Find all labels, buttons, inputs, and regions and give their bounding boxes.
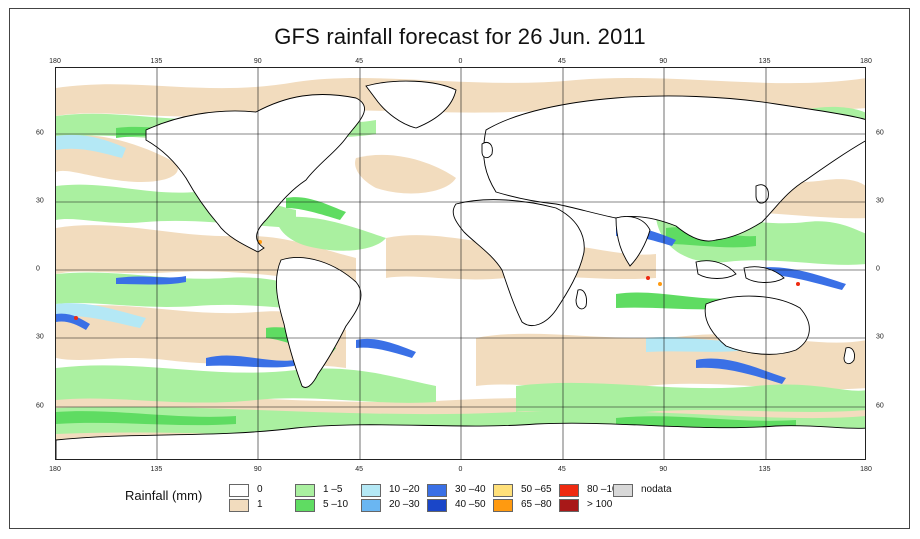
- legend-swatch: [559, 499, 579, 512]
- x-top-tick-label: 90: [253, 58, 262, 65]
- x-bottom-tick-label: 180: [860, 466, 872, 473]
- legend-swatch: [295, 484, 315, 497]
- x-top-tick-label: 135: [150, 58, 163, 65]
- legend-label: 30 –40: [455, 484, 486, 495]
- legend-label: 5 –10: [323, 499, 349, 510]
- x-bottom-tick-label: 180: [49, 466, 61, 473]
- y-left-tick-label: 30: [36, 333, 44, 341]
- x-top-tick-label: 0: [458, 58, 463, 65]
- legend-swatch: [361, 499, 381, 512]
- x-bottom-tick-label: 45: [557, 466, 566, 473]
- rainfall-map: [55, 67, 866, 460]
- y-left-tick-label: 60: [36, 129, 44, 137]
- map-canvas: [56, 68, 865, 459]
- figure-frame: [9, 8, 910, 529]
- x-bottom-tick-label: 90: [253, 466, 262, 473]
- y-right-tick-label: 60: [876, 402, 884, 410]
- x-bottom-tick-label: 0: [458, 466, 463, 473]
- legend-label: 1: [257, 499, 263, 510]
- legend-swatch: [427, 484, 447, 497]
- x-top-tick-label: 45: [557, 58, 566, 65]
- legend-label: 50 –65: [521, 484, 552, 495]
- x-top-tick-label: 45: [355, 58, 364, 65]
- legend-label: nodata: [641, 484, 672, 495]
- y-right-tick-label: 30: [876, 333, 884, 341]
- legend-label: 80 –100: [587, 484, 624, 495]
- legend-label: 40 –50: [455, 499, 486, 510]
- legend-swatch: [427, 499, 447, 512]
- x-bottom-tick-label: 135: [150, 466, 163, 473]
- legend-label: 0: [257, 484, 263, 495]
- legend-label: 20 –30: [389, 499, 420, 510]
- y-left-tick-label: 30: [36, 197, 44, 205]
- legend-swatch: [493, 484, 513, 497]
- x-top-tick-label: 135: [758, 58, 771, 65]
- legend-swatch: [559, 484, 579, 497]
- map-title: GFS rainfall forecast for 26 Jun. 2011: [274, 24, 646, 49]
- legend-title: Rainfall (mm): [125, 488, 203, 503]
- y-left-tick-label: 60: [36, 402, 44, 410]
- x-top-tick-label: 180: [49, 58, 61, 65]
- x-bottom-tick-label: 135: [758, 466, 771, 473]
- x-top-tick-label: 90: [659, 58, 668, 65]
- legend-swatch: [229, 499, 249, 512]
- x-top-tick-label: 180: [860, 58, 872, 65]
- legend-swatch: [493, 499, 513, 512]
- legend-swatch: [613, 484, 633, 497]
- legend-swatch: [229, 484, 249, 497]
- legend-swatch: [361, 484, 381, 497]
- y-right-tick-label: 30: [876, 197, 884, 205]
- x-bottom-tick-label: 45: [355, 466, 364, 473]
- legend-label: > 100: [587, 499, 613, 510]
- x-bottom-tick-label: 90: [659, 466, 668, 473]
- legend-swatch: [295, 499, 315, 512]
- legend-label: 65 –80: [521, 499, 552, 510]
- y-right-tick-label: 60: [876, 129, 884, 137]
- legend-label: 1 –5: [323, 484, 343, 495]
- legend-label: 10 –20: [389, 484, 420, 495]
- y-right-tick-label: 0: [876, 265, 880, 273]
- graticule: [56, 68, 865, 459]
- y-left-tick-label: 0: [36, 265, 40, 273]
